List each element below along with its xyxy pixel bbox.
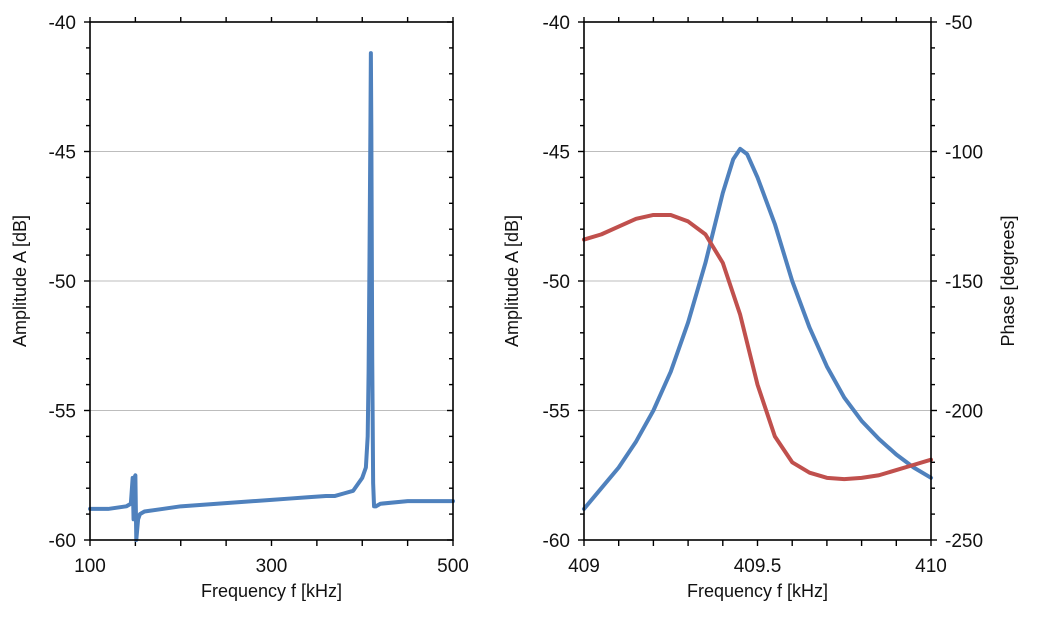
y-axis-title: Amplitude A [dB] [10,215,30,347]
series-line-1-amplitude [88,51,455,542]
x-tick-label: 500 [437,556,469,577]
x-tick-label: 409 [568,556,600,577]
x-tick-label: 409.5 [734,556,782,577]
y-tick-label: -50 [49,272,76,293]
chart-panel-2 [578,17,937,546]
y-axis-title: Amplitude A [dB] [502,215,522,347]
y-tick-label: -60 [49,531,76,552]
y-tick-label: -55 [543,402,570,423]
x-tick-label: 410 [915,556,947,577]
y-tick-label: -40 [49,13,76,34]
series-line-2-phase [582,212,933,482]
plot-frame [583,21,932,541]
y2-tick-label: -100 [945,143,983,164]
y-tick-label: -45 [543,143,570,164]
x-tick-label: 100 [74,556,106,577]
x-axis-title: Frequency f [kHz] [687,581,828,601]
y-tick-label: -50 [543,272,570,293]
y-tick-label: -45 [49,143,76,164]
y-tick-label: -40 [543,13,570,34]
x-axis-title: Frequency f [kHz] [201,581,342,601]
chart-panel-1 [84,17,455,546]
y2-tick-label: -250 [945,531,983,552]
y-tick-label: -55 [49,402,76,423]
x-tick-label: 300 [256,556,288,577]
y2-tick-label: -150 [945,272,983,293]
plot-frame [89,21,454,541]
y2-axis-title: Phase [degrees] [998,215,1018,346]
y2-tick-label: -50 [945,13,972,34]
y2-tick-label: -200 [945,402,983,423]
series-line-1-amplitude [582,146,933,511]
y-tick-label: -60 [543,531,570,552]
